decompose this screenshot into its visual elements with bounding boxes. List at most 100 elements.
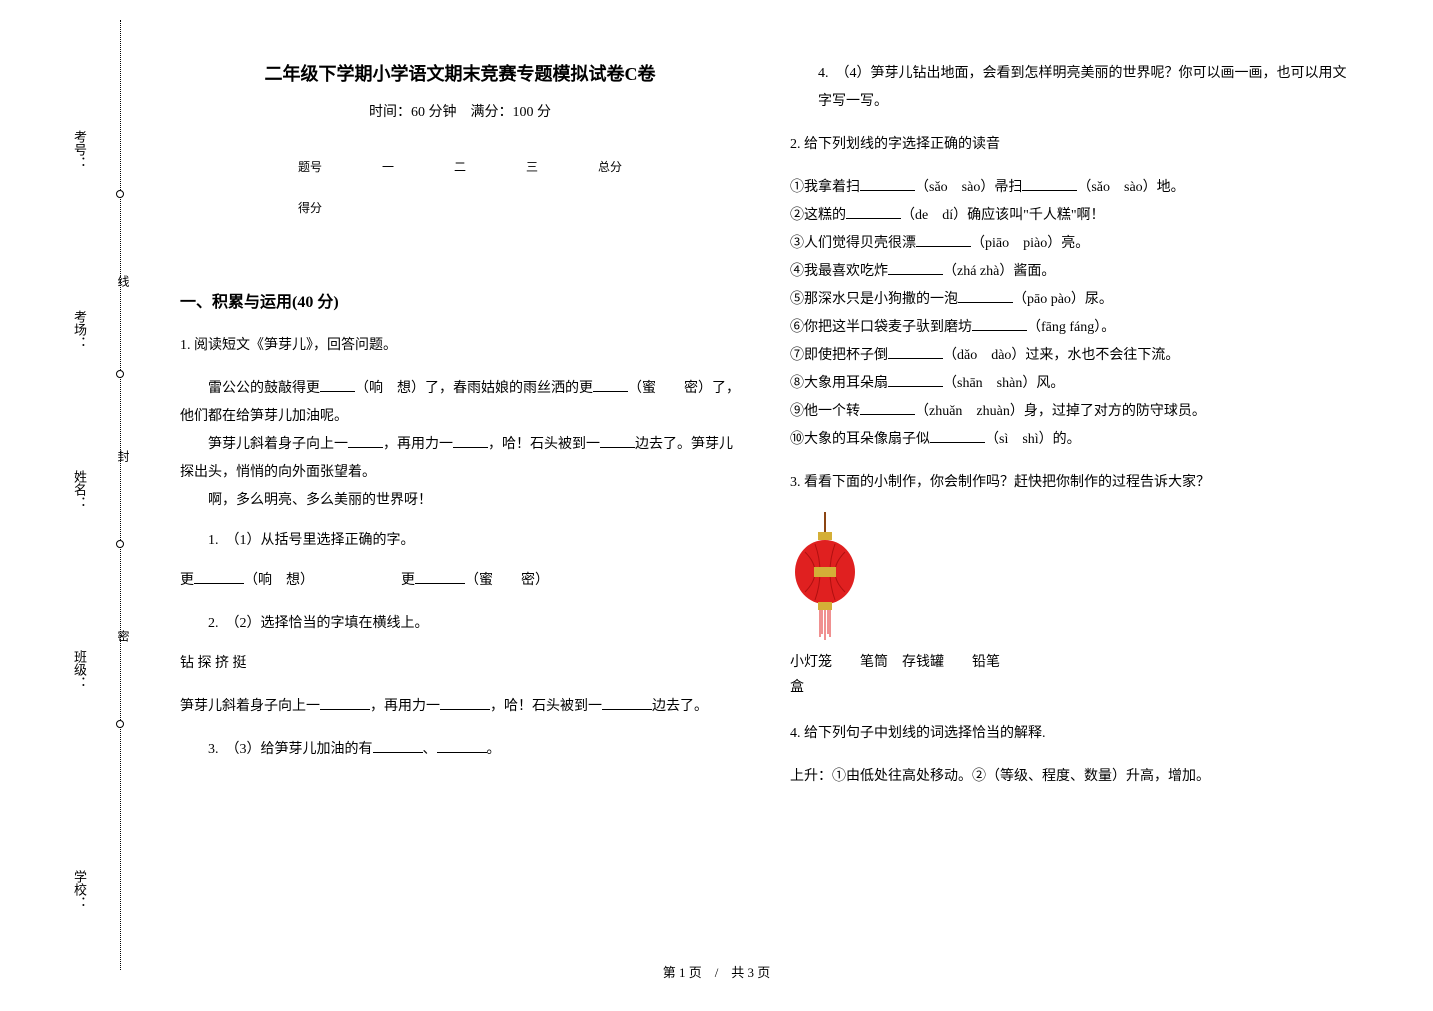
text: （sǎo sào）地。 (1077, 180, 1184, 195)
question-3: 3. 看看下面的小制作，你会制作吗？赶快把你制作的过程告诉大家？ (790, 469, 1350, 497)
blank[interactable] (320, 378, 355, 392)
blank[interactable] (194, 570, 244, 584)
text: 笋芽儿斜着身子向上一 (180, 699, 320, 714)
text: ⑥你把这半口袋麦子驮到磨坊 (790, 320, 972, 335)
text: （pāo pào）尿。 (1013, 292, 1113, 307)
right-column: 4. （4）笋芽儿钻出地面，会看到怎样明亮美丽的世界呢？你可以画一画，也可以用文… (790, 60, 1350, 806)
sub-question-2: 2. （2）选择恰当的字填在横线上。 (208, 610, 740, 638)
text: ⑨他一个转 (790, 404, 860, 419)
question-stem: 1. 阅读短文《笋芽儿》，回答问题。 (180, 332, 740, 360)
blank[interactable] (972, 317, 1027, 331)
image-labels: 小灯笼 笔筒 存钱罐 铅笔 盒 (790, 650, 1350, 700)
fill-line: 更（响 想） 更（蜜 密） (180, 567, 740, 595)
blank[interactable] (1022, 177, 1077, 191)
seal-char: 密 (115, 630, 132, 642)
td-score-label: 得分 (268, 187, 352, 228)
field-name: 姓名： (70, 470, 89, 509)
label-line: 盒 (790, 675, 1350, 700)
th-one: 一 (352, 146, 424, 187)
craft-images: 小灯笼 笔筒 存钱罐 铅笔 盒 (790, 512, 1350, 700)
passage-line: 笋芽儿斜着身子向上一，再用力一，哈！石头被到一边去了。笋芽儿探出头，悄悄的向外面… (180, 431, 740, 487)
th-two: 二 (424, 146, 496, 187)
seal-char: 线 (115, 275, 132, 287)
text: ，再用力一 (383, 437, 453, 452)
text: （zhuǎn zhuàn）身，过掉了对方的防守球员。 (915, 404, 1206, 419)
field-school: 学校： (70, 870, 89, 909)
text: （响 想）了，春雨姑娘的雨丝洒的更 (355, 381, 593, 396)
pinyin-list: ①我拿着扫 （sǎo sào）帚扫 （sǎo sào）地。 ②这糕的（de dí）确… (790, 174, 1350, 454)
sub-question-1: 1. （1）从括号里选择正确的字。 (208, 527, 740, 555)
text: 笋芽儿斜着身子向上一 (208, 437, 348, 452)
blank[interactable] (916, 233, 971, 247)
blank[interactable] (888, 261, 943, 275)
pinyin-line: ⑦即使把杯子倒（dǎo dào）过来，水也不会往下流。 (790, 342, 1350, 370)
text: （zhá zhà）酱面。 (943, 264, 1055, 279)
question-4: 4. 给下列句子中划线的词选择恰当的解释. (790, 720, 1350, 748)
blank[interactable] (888, 373, 943, 387)
blank[interactable] (860, 177, 915, 191)
text: （sǎo sào）帚扫 (915, 180, 1022, 195)
pinyin-line: ⑩大象的耳朵像扇子似（sì shì）的。 (790, 426, 1350, 454)
binding-circle (116, 540, 124, 548)
text: ，哈！石头被到一 (490, 699, 602, 714)
fill-line: 笋芽儿斜着身子向上一 ，再用力一 ，哈！石头被到一 边去了。 (180, 693, 740, 721)
blank[interactable] (348, 434, 383, 448)
blank[interactable] (602, 696, 652, 710)
question-1: 1. 阅读短文《笋芽儿》，回答问题。 (180, 332, 740, 360)
text: 。 (487, 742, 501, 757)
seal-char: 封 (115, 450, 132, 462)
text: ③人们觉得贝壳很漂 (790, 236, 916, 251)
blank[interactable] (415, 570, 465, 584)
field-exam-number: 考号： (70, 130, 89, 169)
passage-line: 啊，多么明亮、多么美丽的世界呀！ (180, 487, 740, 515)
th-total: 总分 (568, 146, 652, 187)
text: （de dí）确应该叫"千人糕"啊！ (901, 208, 1105, 223)
question-2: 2. 给下列划线的字选择正确的读音 (790, 131, 1350, 159)
blank[interactable] (437, 739, 487, 753)
table-row: 得分 (268, 187, 652, 228)
binding-edge: 考号： 考场： 姓名： 班级： 学校： 线 封 密 (90, 20, 150, 970)
char-options: 钻 探 挤 挺 (180, 650, 740, 678)
text: 边去了。 (652, 699, 708, 714)
pinyin-line: ⑥你把这半口袋麦子驮到磨坊 （fāng fáng）。 (790, 314, 1350, 342)
binding-circle (116, 370, 124, 378)
blank[interactable] (888, 345, 943, 359)
text: ⑦即使把杯子倒 (790, 348, 888, 363)
label-line: 小灯笼 笔筒 存钱罐 铅笔 (790, 650, 1350, 675)
td-blank (424, 187, 496, 228)
dotted-line (120, 20, 121, 970)
blank[interactable] (453, 434, 488, 448)
text: （响 想） (244, 573, 314, 588)
text: （fāng fáng）。 (1027, 320, 1115, 335)
blank[interactable] (958, 289, 1013, 303)
text: ①我拿着扫 (790, 180, 860, 195)
blank[interactable] (846, 205, 901, 219)
blank[interactable] (930, 429, 985, 443)
text: 更 (180, 573, 194, 588)
blank[interactable] (373, 739, 423, 753)
blank[interactable] (600, 434, 635, 448)
pinyin-line: ④我最喜欢吃炸（zhá zhà）酱面。 (790, 258, 1350, 286)
blank[interactable] (320, 696, 370, 710)
text: ，哈！石头被到一 (488, 437, 600, 452)
pinyin-line: ①我拿着扫 （sǎo sào）帚扫 （sǎo sào）地。 (790, 174, 1350, 202)
pinyin-line: ⑤那深水只是小狗撒的一泡 （pāo pào）尿。 (790, 286, 1350, 314)
left-column: 二年级下学期小学语文期末竞赛专题模拟试卷C卷 时间：60 分钟 满分：100 分… (180, 60, 740, 806)
text: 更 (401, 573, 415, 588)
text: ⑤那深水只是小狗撒的一泡 (790, 292, 958, 307)
exam-title: 二年级下学期小学语文期末竞赛专题模拟试卷C卷 (180, 60, 740, 86)
text: （piāo piào）亮。 (971, 236, 1089, 251)
pinyin-line: ⑧大象用耳朵扇（shān shàn）风。 (790, 370, 1350, 398)
blank[interactable] (593, 378, 628, 392)
lantern-icon (790, 512, 860, 642)
score-table: 题号 一 二 三 总分 得分 (268, 146, 652, 228)
binding-circle (116, 190, 124, 198)
blank[interactable] (860, 401, 915, 415)
text: ，再用力一 (370, 699, 440, 714)
page-footer: 第 1 页 / 共 3 页 (0, 962, 1433, 981)
blank[interactable] (440, 696, 490, 710)
pinyin-line: ⑨他一个转 （zhuǎn zhuàn）身，过掉了对方的防守球员。 (790, 398, 1350, 426)
pinyin-line: ②这糕的（de dí）确应该叫"千人糕"啊！ (790, 202, 1350, 230)
text: （sì shì）的。 (985, 432, 1081, 447)
text: 雷公公的鼓敲得更 (208, 381, 320, 396)
